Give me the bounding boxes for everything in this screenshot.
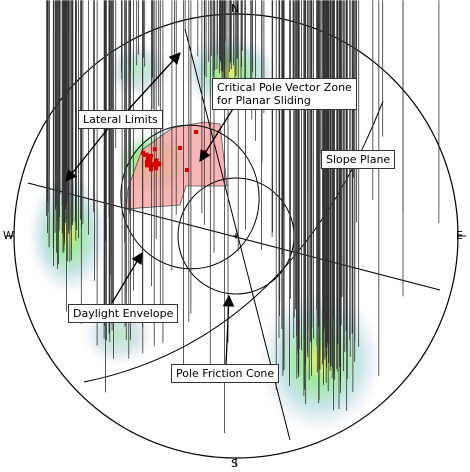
critical-pole-point bbox=[147, 158, 152, 163]
critical-pole-points bbox=[141, 130, 207, 172]
critical-pole-point bbox=[194, 130, 198, 134]
label-daylight-envelope: Daylight Envelope bbox=[68, 304, 179, 323]
critical-pole-point bbox=[149, 153, 154, 158]
critical-pole-point bbox=[149, 164, 154, 169]
compass-west: W bbox=[3, 229, 14, 242]
critical-pole-point bbox=[149, 167, 153, 172]
critical-pole-point bbox=[144, 152, 149, 157]
critical-pole-point bbox=[148, 162, 153, 167]
label-critical-zone-line2: for Planar Sliding bbox=[217, 94, 311, 107]
arrow-daylight bbox=[111, 251, 143, 304]
critical-pole-point bbox=[144, 160, 149, 165]
arrow-lateral-up bbox=[127, 52, 181, 111]
label-pole-friction-cone: Pole Friction Cone bbox=[171, 364, 280, 383]
arrow-lateral-down bbox=[65, 125, 111, 182]
label-critical-zone-line1: Critical Pole Vector Zone bbox=[217, 81, 352, 94]
label-slope-plane: Slope Plane bbox=[321, 150, 396, 169]
critical-pole-point bbox=[153, 166, 158, 171]
critical-pole-point bbox=[151, 162, 156, 167]
compass-east: E bbox=[456, 229, 463, 242]
critical-pole-point bbox=[178, 146, 182, 150]
critical-pole-point bbox=[185, 168, 189, 172]
arrow-critical bbox=[199, 103, 237, 162]
daylight-envelope bbox=[120, 124, 260, 270]
label-critical-zone: Critical Pole Vector Zone for Planar Sli… bbox=[212, 78, 357, 110]
critical-pole-point bbox=[141, 150, 146, 155]
label-lateral-limits: Lateral Limits bbox=[78, 110, 163, 129]
critical-pole-point bbox=[155, 161, 160, 166]
critical-pole-point bbox=[152, 147, 157, 152]
compass-north: N bbox=[231, 2, 240, 15]
compass-south: S bbox=[231, 457, 238, 470]
leader-arrows bbox=[65, 52, 237, 366]
arrow-friction bbox=[222, 294, 235, 366]
